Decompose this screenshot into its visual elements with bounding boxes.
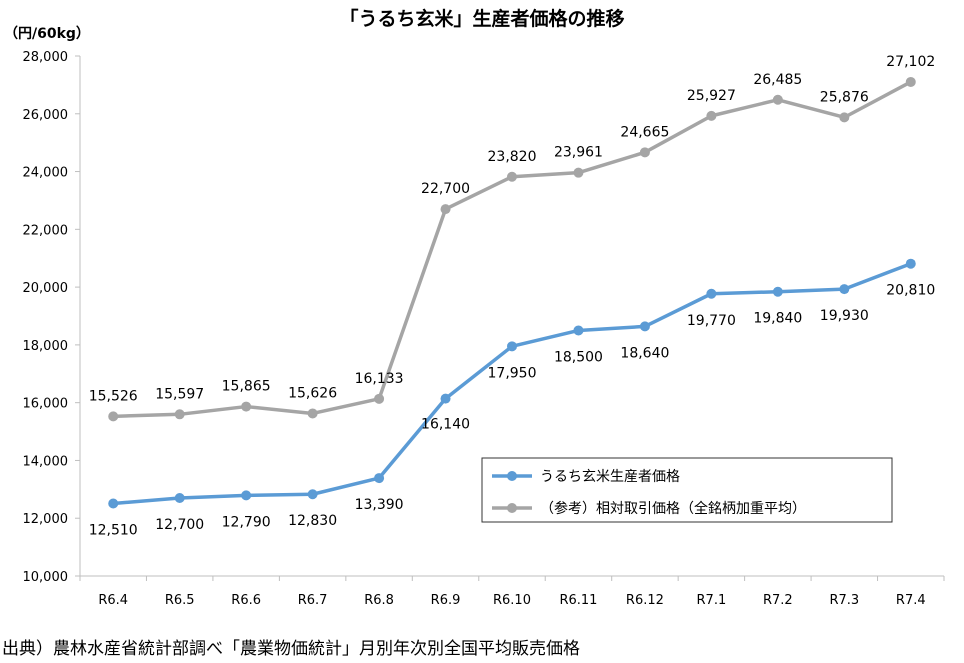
data-point-producer-price xyxy=(374,473,385,484)
data-label-producer-price: 12,700 xyxy=(155,517,204,533)
y-tick-label: 10,000 xyxy=(23,570,69,585)
data-point-producer-price xyxy=(108,498,119,509)
data-label-producer-price: 18,640 xyxy=(620,345,669,361)
data-point-producer-price xyxy=(706,288,717,299)
x-tick-label: R7.2 xyxy=(763,593,793,608)
data-label-producer-price: 19,930 xyxy=(820,308,869,324)
data-label-relative-trade-price: 15,526 xyxy=(89,388,138,404)
data-point-producer-price xyxy=(507,341,517,352)
chart-title: 「うるち玄米」生産者価格の推移 xyxy=(339,7,624,30)
series-group: 15,526 15,597 15,865 15,626 16,133 22,700 23,8… xyxy=(89,54,936,539)
data-label-relative-trade-price: 23,820 xyxy=(488,149,537,165)
data-label-relative-trade-price: 16,133 xyxy=(355,371,404,387)
y-tick-label: 12,000 xyxy=(23,512,69,527)
data-label-relative-trade-price: 26,485 xyxy=(753,72,802,88)
data-point-producer-price xyxy=(772,286,783,297)
data-label-relative-trade-price: 22,700 xyxy=(421,181,470,197)
data-point-relative-trade-price xyxy=(108,411,119,422)
y-tick-label: 14,000 xyxy=(23,454,69,469)
data-point-relative-trade-price xyxy=(772,94,783,105)
legend-entry-relative-trade-price-label: （参考）相対取引価格（全銘柄加重平均） xyxy=(540,500,806,517)
data-point-producer-price xyxy=(573,325,584,336)
legend-entry-producer-price-label: うるち玄米生産者価格 xyxy=(540,468,680,485)
data-label-relative-trade-price: 23,961 xyxy=(554,145,603,161)
x-tick-label: R6.12 xyxy=(626,593,664,608)
legend-box xyxy=(481,457,893,523)
data-point-producer-price xyxy=(440,393,451,404)
x-tick-label: R6.6 xyxy=(231,593,261,608)
y-tick-label: 22,000 xyxy=(23,223,69,238)
data-label-producer-price: 13,390 xyxy=(355,497,404,513)
data-label-producer-price: 19,840 xyxy=(753,311,802,327)
x-tick-label: R6.9 xyxy=(431,593,461,608)
data-label-relative-trade-price: 24,665 xyxy=(620,124,669,140)
x-tick-label: R7.1 xyxy=(697,593,727,608)
data-label-producer-price: 17,950 xyxy=(488,365,537,381)
x-tick-label: R6.11 xyxy=(559,593,597,608)
data-label-relative-trade-price: 25,876 xyxy=(820,89,869,105)
y-axis-ticks: 10,000 12,000 14,000 16,000 18,000 20,000 22,0… xyxy=(23,50,80,585)
data-point-relative-trade-price xyxy=(507,171,517,182)
data-point-relative-trade-price xyxy=(174,409,185,420)
data-point-producer-price xyxy=(839,284,850,295)
x-tick-label: R6.5 xyxy=(165,593,195,608)
data-point-producer-price xyxy=(905,258,916,269)
x-tick-label: R6.4 xyxy=(98,593,128,608)
y-tick-label: 28,000 xyxy=(23,50,69,65)
data-point-relative-trade-price xyxy=(706,110,717,121)
data-label-relative-trade-price: 27,102 xyxy=(886,54,935,70)
y-tick-label: 20,000 xyxy=(23,281,69,296)
data-label-producer-price: 18,500 xyxy=(554,349,603,365)
data-point-relative-trade-price xyxy=(573,167,584,178)
x-axis-ticks: R6.4 R6.5 R6.6 R6.7 R6.8 R6.9 R6.10 R6.11 R6.12 R… xyxy=(79,576,945,608)
data-point-producer-price xyxy=(639,321,650,332)
data-point-relative-trade-price xyxy=(440,204,451,215)
x-tick-label: R6.7 xyxy=(298,593,328,608)
data-label-producer-price: 20,810 xyxy=(886,283,935,299)
data-label-producer-price: 12,510 xyxy=(89,522,138,538)
data-point-relative-trade-price xyxy=(241,401,252,412)
data-point-producer-price xyxy=(174,493,185,503)
y-tick-label: 26,000 xyxy=(23,108,69,123)
y-tick-label: 18,000 xyxy=(23,339,69,354)
legend-entry-relative-trade-price-marker xyxy=(507,503,517,513)
data-label-relative-trade-price: 15,626 xyxy=(288,385,337,401)
data-point-relative-trade-price xyxy=(307,408,318,419)
x-tick-label: R6.8 xyxy=(364,593,394,608)
y-tick-label: 16,000 xyxy=(23,397,69,412)
data-label-producer-price: 12,830 xyxy=(288,513,337,529)
data-point-producer-price xyxy=(241,490,252,501)
x-tick-label: R6.10 xyxy=(493,593,531,608)
data-label-relative-trade-price: 25,927 xyxy=(687,88,736,104)
x-tick-label: R7.4 xyxy=(896,593,926,608)
data-point-relative-trade-price xyxy=(905,76,916,87)
x-tick-label: R7.3 xyxy=(829,593,859,608)
data-label-producer-price: 12,790 xyxy=(222,514,271,530)
data-point-relative-trade-price xyxy=(639,147,650,158)
y-axis-unit-label: （円/60kg） xyxy=(4,26,90,42)
data-point-relative-trade-price xyxy=(839,112,850,123)
data-point-relative-trade-price xyxy=(374,393,385,404)
data-label-relative-trade-price: 15,865 xyxy=(222,379,271,395)
legend-entry-producer-price-marker xyxy=(507,471,517,481)
data-label-producer-price: 19,770 xyxy=(687,313,736,329)
data-label-producer-price: 16,140 xyxy=(421,417,470,433)
y-tick-label: 24,000 xyxy=(23,166,69,181)
legend: うるち玄米生産者価格 （参考）相対取引価格（全銘柄加重平均） xyxy=(481,457,893,523)
data-point-producer-price xyxy=(307,489,318,500)
source-note: 出典）農林水産省統計部調べ「農業物価統計」月別年次別全国平均販売価格 xyxy=(2,639,580,659)
data-label-relative-trade-price: 15,597 xyxy=(155,386,204,402)
